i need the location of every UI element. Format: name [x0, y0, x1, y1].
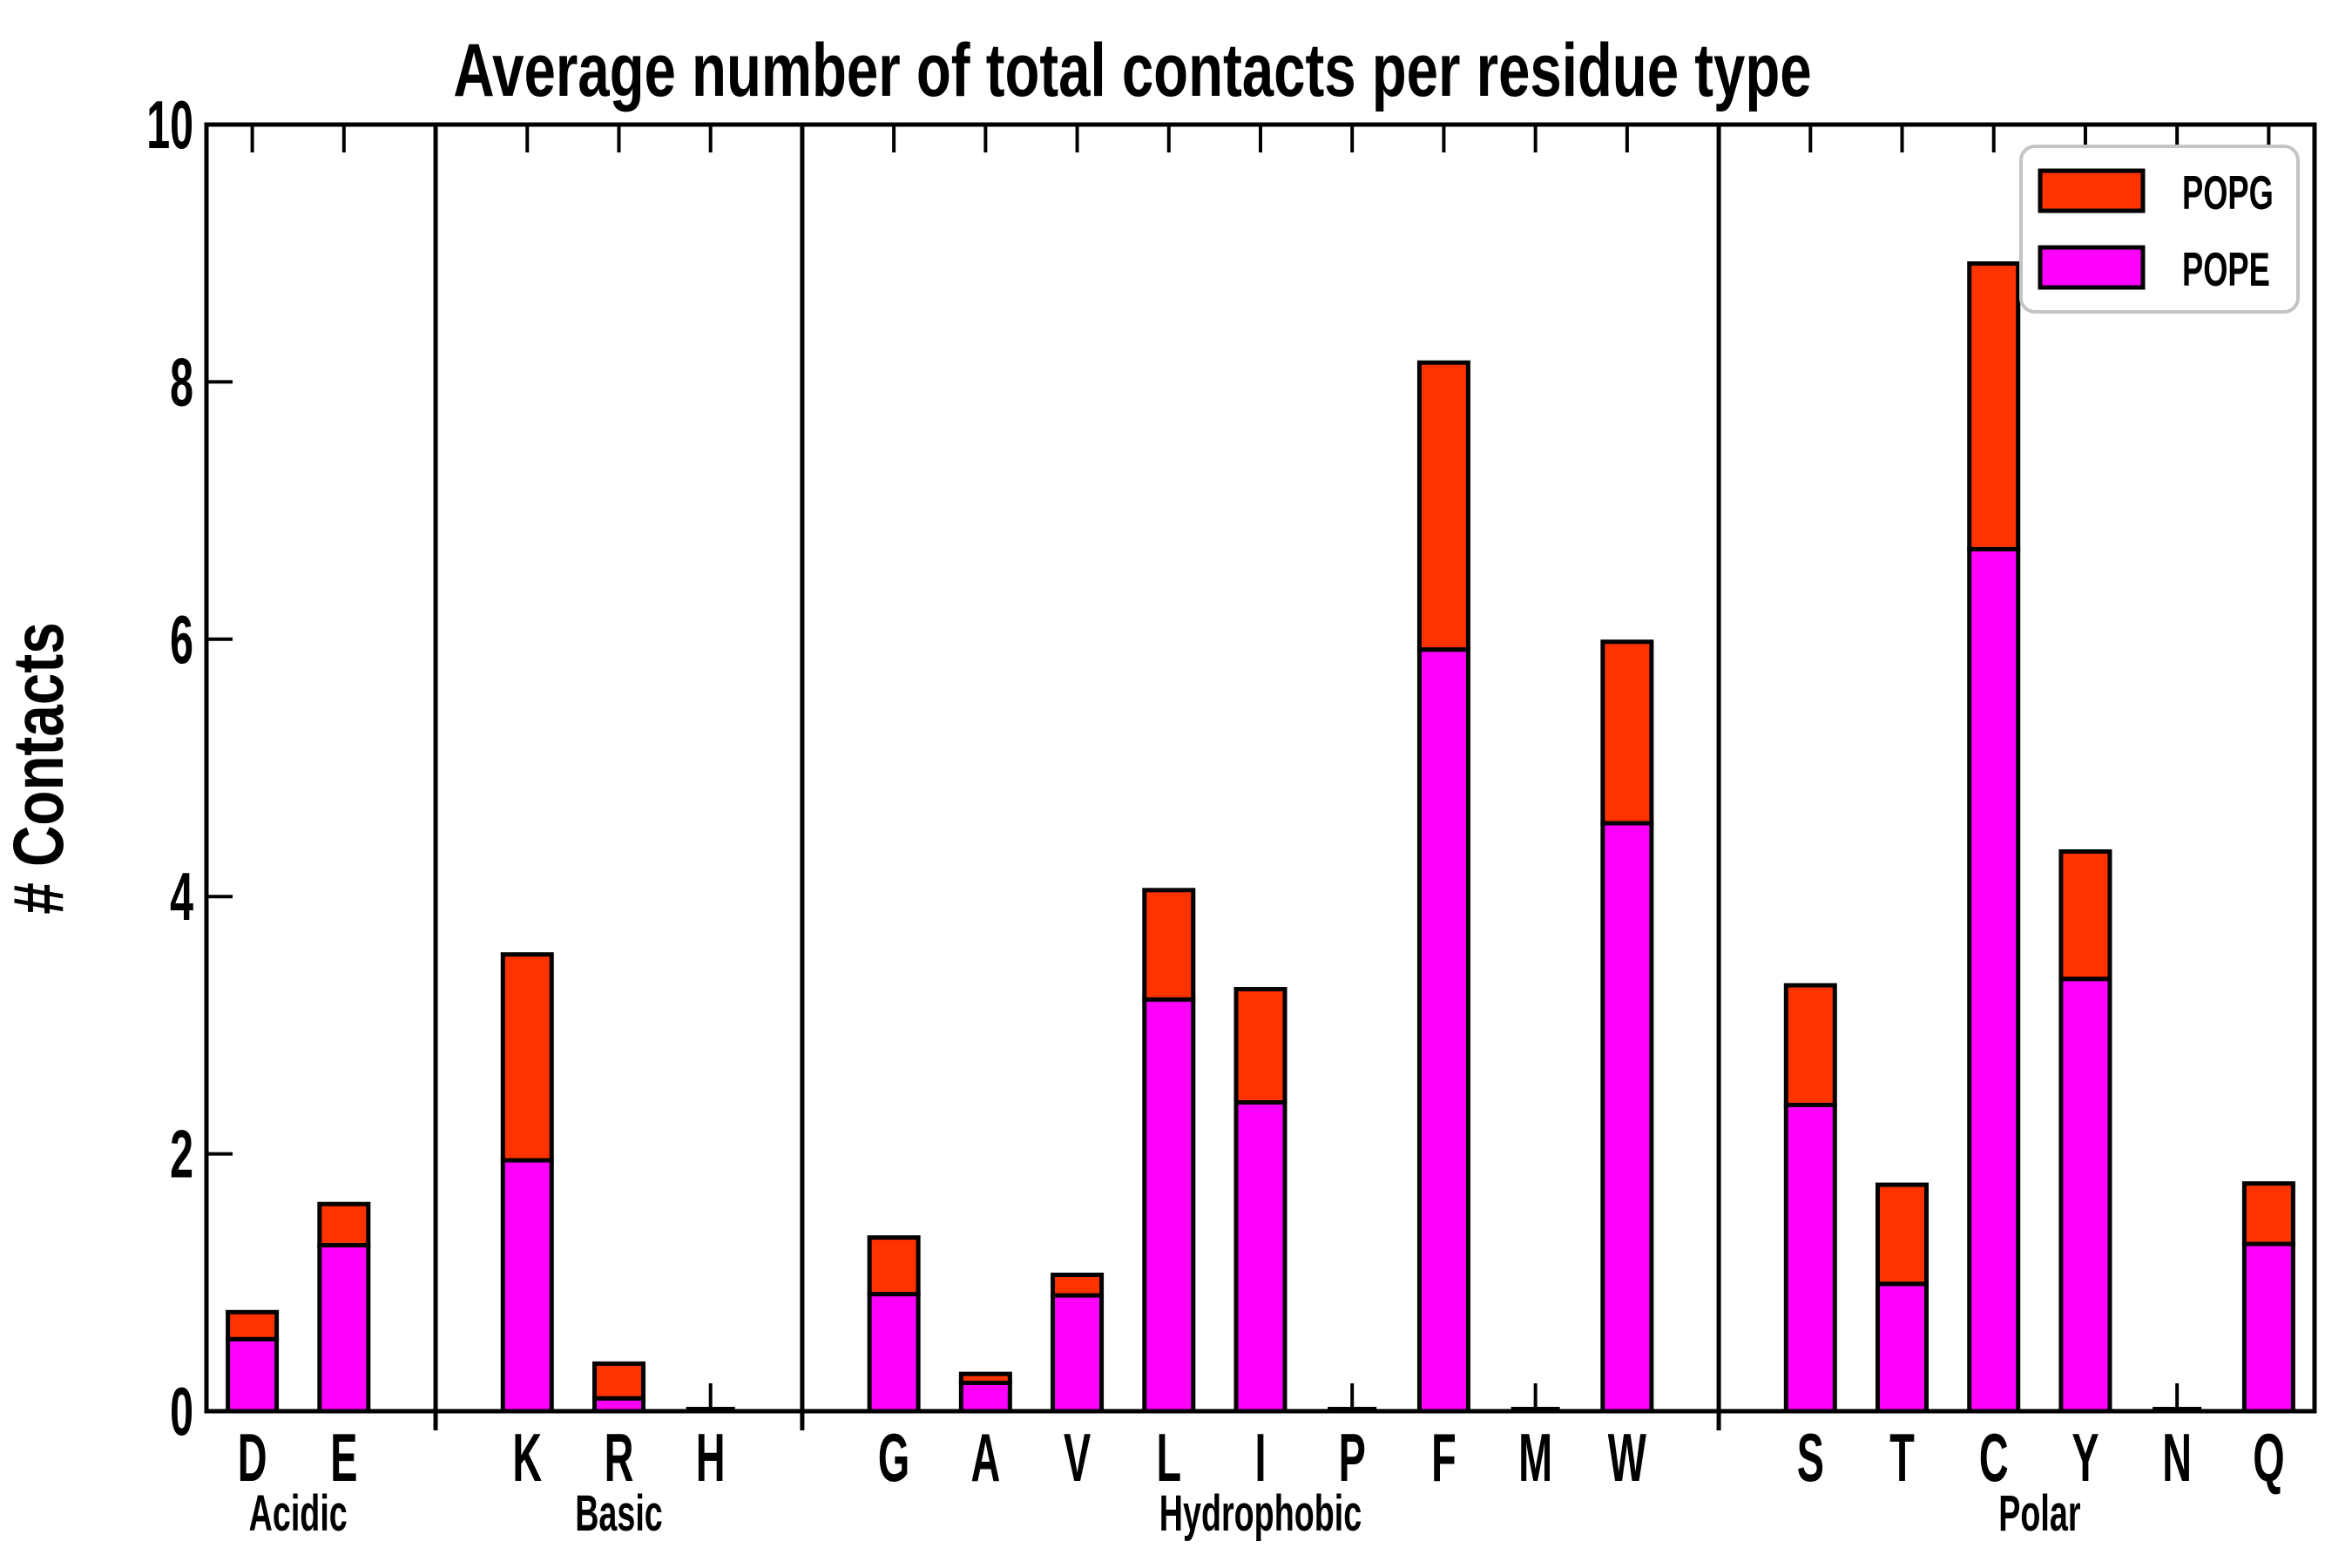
- x-label-H: H: [696, 1420, 726, 1496]
- bar-W-POPG: [1600, 639, 1654, 826]
- y-tick-label: 6: [170, 601, 193, 678]
- bar-M-zero: [1511, 1407, 1560, 1411]
- y-tick-label: 10: [146, 86, 193, 163]
- bar-K-POPG: [500, 952, 554, 1163]
- bar-I-POPE: [1233, 1100, 1288, 1414]
- bar-H-zero: [686, 1407, 735, 1411]
- x-label-M: M: [1518, 1420, 1552, 1496]
- bar-D-POPG: [226, 1309, 280, 1342]
- bar-P-zero: [1328, 1407, 1377, 1411]
- x-label-G: G: [878, 1420, 909, 1496]
- x-label-T: T: [1889, 1420, 1915, 1496]
- group-label-Hydrophobic: Hydrophobic: [1159, 1486, 1362, 1542]
- bar-F-POPE: [1416, 647, 1470, 1414]
- y-tick-label: 0: [170, 1373, 193, 1450]
- x-label-C: C: [1979, 1420, 2009, 1496]
- legend: POPG POPE: [2019, 145, 2300, 314]
- group-label-Acidic: Acidic: [249, 1486, 348, 1542]
- plot-area: 0 2 4 6 8 10 D E K R H G A V L I P F M W S T C Y N Q Acidic Basic Hy…: [146, 86, 2317, 1542]
- x-label-Y: Y: [2072, 1420, 2099, 1496]
- bar-R-POPG: [591, 1361, 645, 1401]
- bar-V-POPE: [1051, 1293, 1105, 1414]
- bar-A-POPG: [958, 1371, 1012, 1386]
- bar-E-POPG: [317, 1201, 371, 1247]
- bar-N-zero: [2153, 1407, 2202, 1411]
- x-label-R: R: [605, 1420, 634, 1496]
- bar-T-POPE: [1876, 1281, 1930, 1414]
- bar-L-POPE: [1142, 997, 1196, 1414]
- bar-S-POPG: [1783, 983, 1837, 1107]
- x-label-A: A: [970, 1420, 1000, 1496]
- bar-E-POPE: [317, 1242, 371, 1414]
- x-label-D: D: [238, 1420, 267, 1496]
- chart-title: Average number of total contacts per res…: [453, 29, 1811, 112]
- bar-F-POPG: [1416, 360, 1470, 652]
- y-axis-label: # Contacts: [0, 622, 78, 914]
- bar-I-POPG: [1233, 987, 1288, 1105]
- y-tick-label: 2: [170, 1116, 193, 1193]
- group-label-Polar: Polar: [1998, 1486, 2080, 1542]
- bar-G-POPG: [867, 1235, 921, 1297]
- x-label-K: K: [512, 1420, 542, 1496]
- legend-swatch-POPE: [2038, 245, 2146, 290]
- bar-S-POPE: [1783, 1102, 1837, 1414]
- legend-label-POPE: POPE: [2182, 242, 2270, 295]
- x-label-N: N: [2162, 1420, 2192, 1496]
- x-label-W: W: [1608, 1420, 1646, 1496]
- bar-A-POPE: [958, 1381, 1012, 1414]
- y-tick-label: 8: [170, 343, 193, 420]
- bar-K-POPE: [500, 1158, 554, 1414]
- x-label-I: I: [1254, 1420, 1266, 1496]
- x-label-P: P: [1339, 1420, 1366, 1496]
- bar-Y-POPG: [2058, 849, 2112, 982]
- bar-W-POPE: [1600, 821, 1654, 1414]
- bar-Q-POPE: [2241, 1241, 2295, 1414]
- x-label-F: F: [1431, 1420, 1456, 1496]
- bar-V-POPG: [1051, 1272, 1105, 1298]
- bar-C-POPG: [1967, 261, 2021, 551]
- x-label-E: E: [330, 1420, 357, 1496]
- bar-Q-POPG: [2241, 1181, 2295, 1247]
- y-tick-label: 4: [170, 858, 193, 935]
- bar-C-POPE: [1967, 546, 2021, 1414]
- x-label-L: L: [1156, 1420, 1181, 1496]
- x-label-V: V: [1064, 1420, 1091, 1496]
- bar-T-POPG: [1876, 1182, 1930, 1287]
- bar-Y-POPE: [2058, 977, 2112, 1414]
- x-label-S: S: [1797, 1420, 1824, 1496]
- group-label-Basic: Basic: [575, 1486, 663, 1542]
- x-label-Q: Q: [2253, 1420, 2284, 1496]
- bar-D-POPE: [226, 1336, 280, 1414]
- bar-G-POPE: [867, 1292, 921, 1414]
- legend-label-POPG: POPG: [2182, 166, 2274, 219]
- legend-swatch-POPG: [2038, 168, 2146, 213]
- bar-L-POPG: [1142, 888, 1196, 1002]
